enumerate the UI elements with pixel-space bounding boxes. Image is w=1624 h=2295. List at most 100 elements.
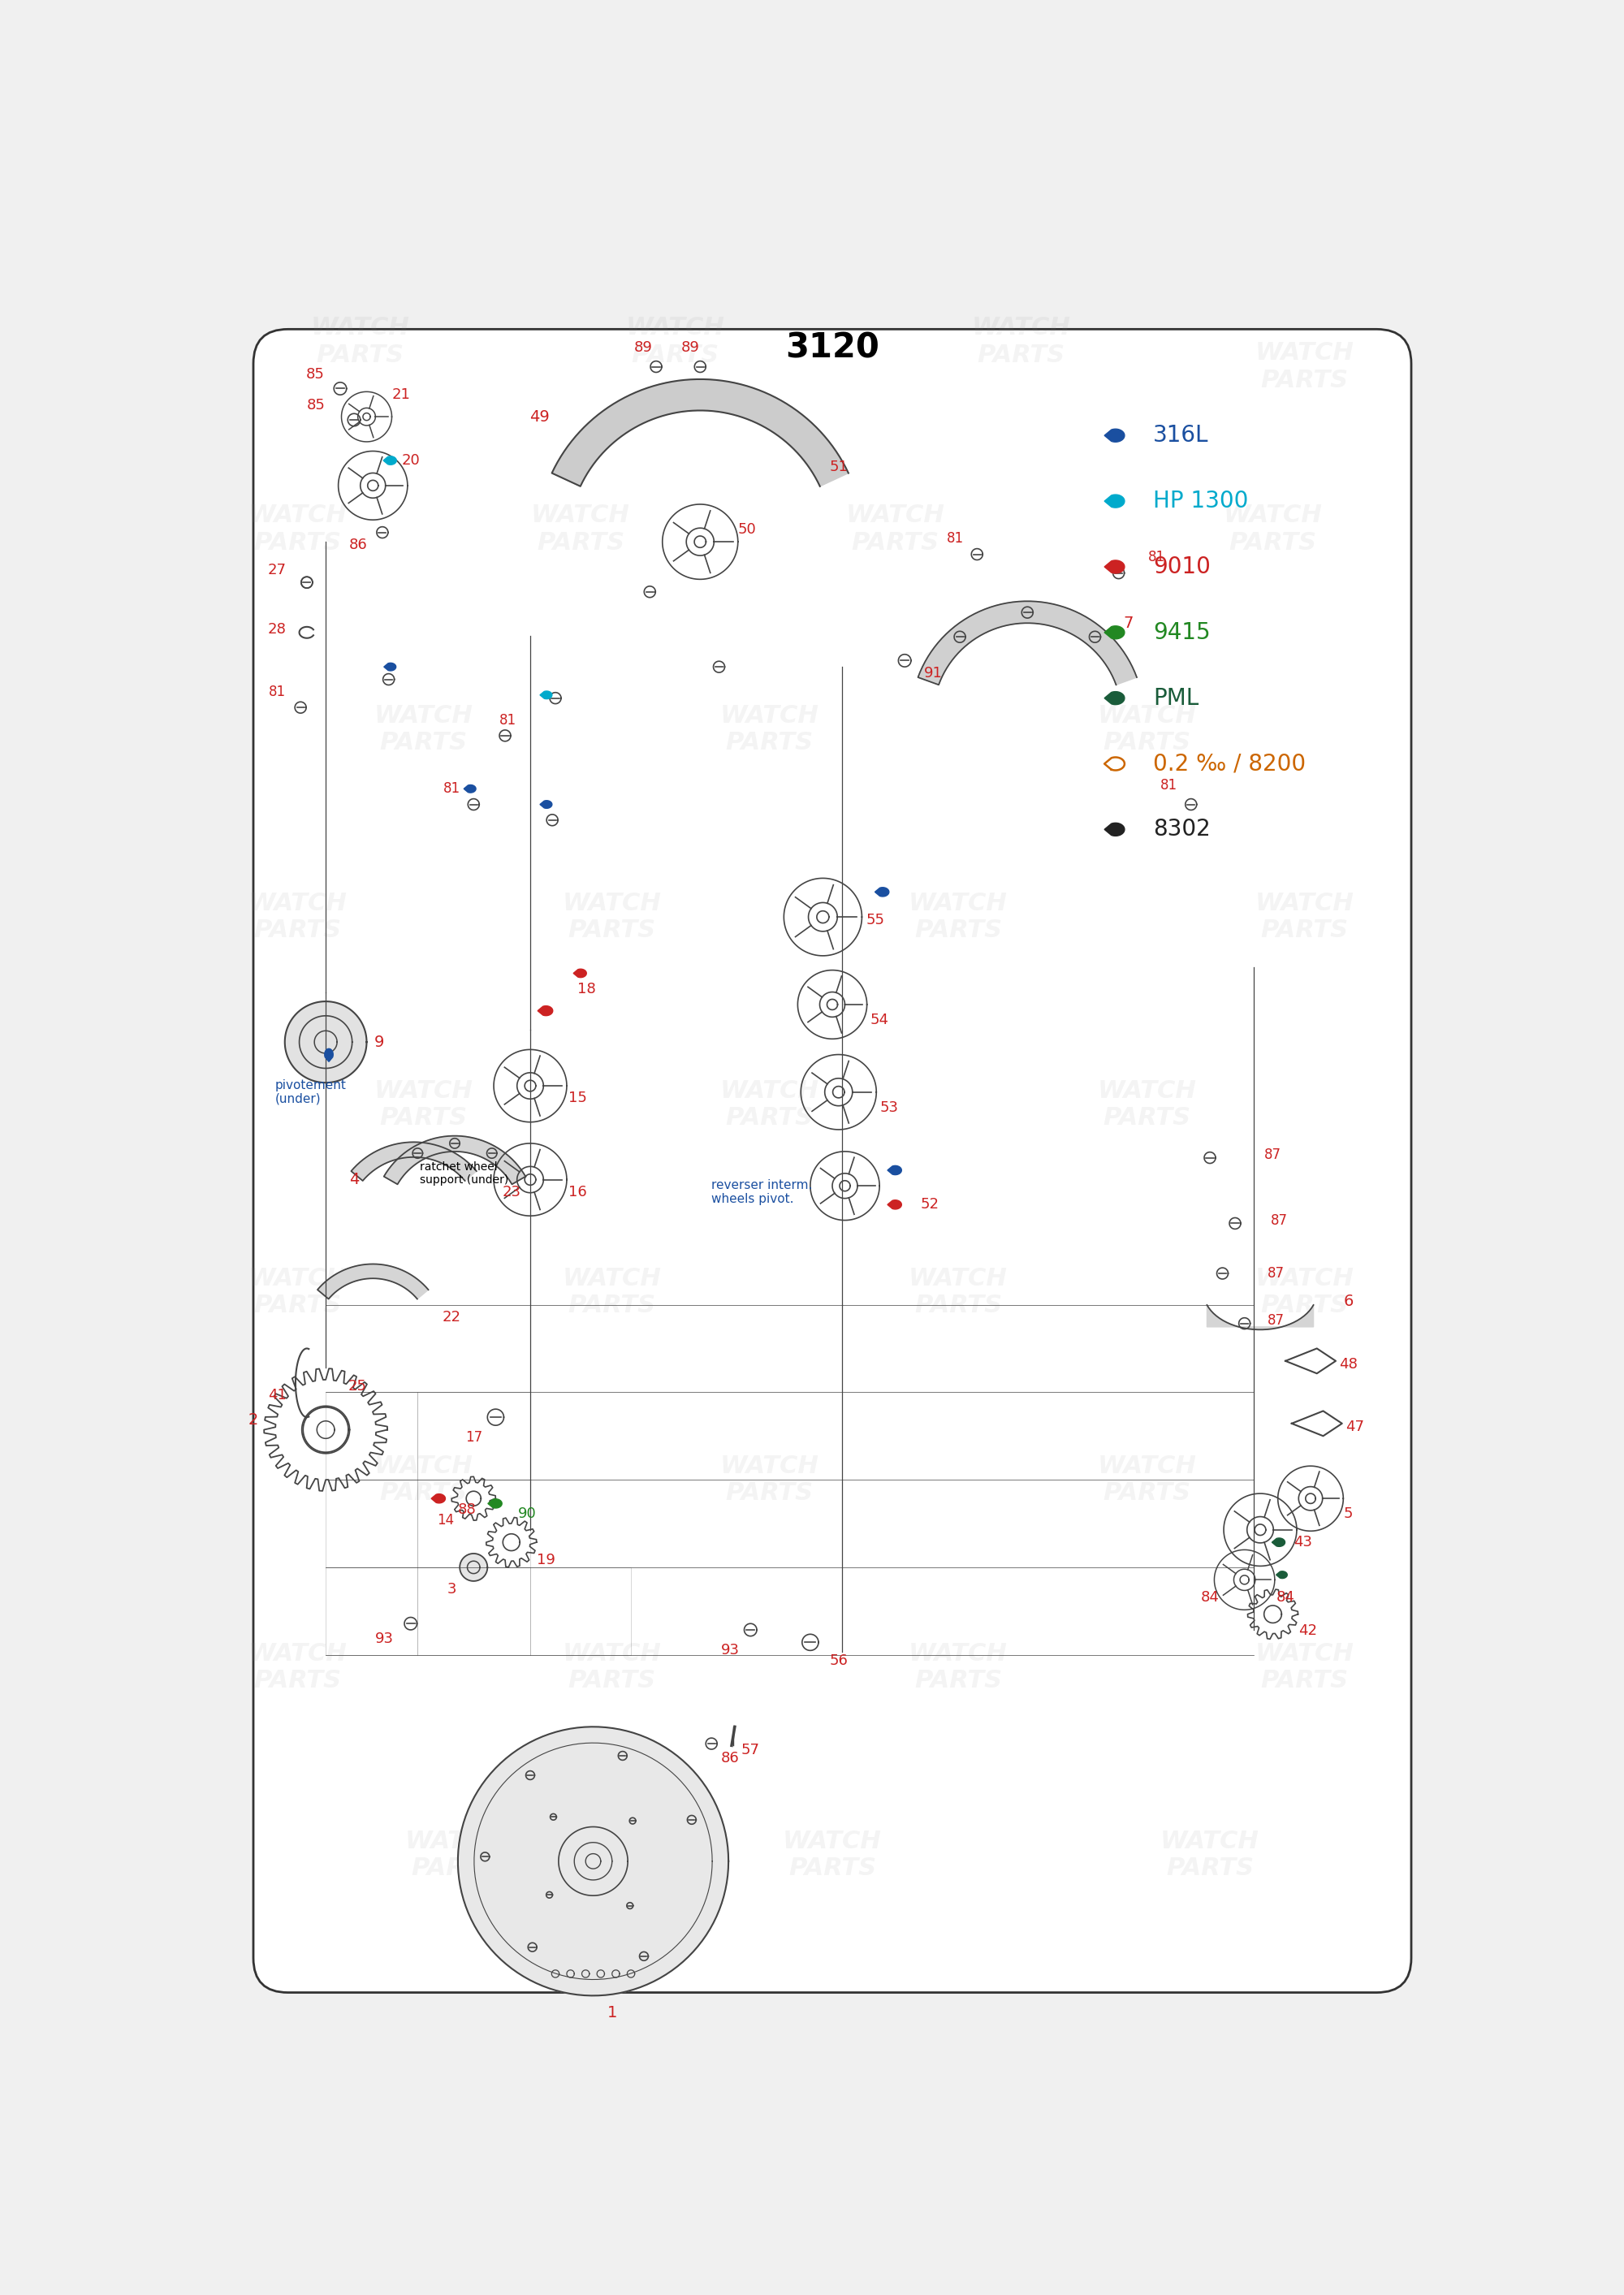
Text: 43: 43	[1294, 1535, 1312, 1549]
Text: WATCH
PARTS: WATCH PARTS	[909, 890, 1007, 943]
Text: 15: 15	[568, 1090, 586, 1106]
Text: WATCH
PARTS: WATCH PARTS	[248, 505, 348, 555]
Text: 87: 87	[1263, 1148, 1281, 1161]
Text: WATCH
PARTS: WATCH PARTS	[248, 1267, 348, 1317]
Text: 27: 27	[268, 562, 286, 578]
Polygon shape	[464, 785, 476, 792]
Polygon shape	[284, 1001, 367, 1083]
Polygon shape	[552, 379, 848, 487]
Text: WATCH
PARTS: WATCH PARTS	[374, 1455, 473, 1506]
Text: 81: 81	[947, 532, 963, 546]
Text: 87: 87	[1267, 1313, 1285, 1327]
Text: 89: 89	[682, 340, 700, 356]
Polygon shape	[887, 1200, 901, 1209]
Text: WATCH
PARTS: WATCH PARTS	[1255, 1641, 1354, 1694]
Text: 93: 93	[721, 1643, 739, 1657]
Text: WATCH
PARTS: WATCH PARTS	[1255, 1267, 1354, 1317]
Polygon shape	[1104, 560, 1124, 574]
Text: WATCH
PARTS: WATCH PARTS	[562, 1267, 661, 1317]
Text: 20: 20	[401, 452, 421, 468]
Polygon shape	[573, 968, 586, 978]
Polygon shape	[351, 1143, 476, 1180]
Text: 91: 91	[924, 666, 942, 679]
Text: 18: 18	[578, 982, 596, 996]
Text: 86: 86	[721, 1751, 739, 1765]
Polygon shape	[325, 1049, 333, 1063]
Text: 316L: 316L	[1153, 425, 1208, 448]
Text: WATCH
PARTS: WATCH PARTS	[719, 705, 818, 755]
Text: 52: 52	[921, 1198, 939, 1212]
Text: 55: 55	[866, 913, 885, 927]
Text: 53: 53	[880, 1099, 898, 1115]
Text: 3120: 3120	[786, 330, 879, 365]
Text: WATCH
PARTS: WATCH PARTS	[1098, 705, 1197, 755]
Text: WATCH
PARTS: WATCH PARTS	[562, 890, 661, 943]
Text: 3: 3	[447, 1581, 456, 1597]
Text: WATCH
PARTS: WATCH PARTS	[909, 1641, 1007, 1694]
Text: WATCH
PARTS: WATCH PARTS	[1255, 342, 1354, 392]
Polygon shape	[875, 888, 888, 897]
Polygon shape	[432, 1494, 445, 1503]
Text: 81: 81	[268, 684, 286, 700]
Polygon shape	[918, 601, 1137, 684]
Text: WATCH
PARTS: WATCH PARTS	[1223, 505, 1322, 555]
Text: 48: 48	[1340, 1356, 1358, 1372]
Polygon shape	[539, 801, 552, 808]
Polygon shape	[1272, 1538, 1285, 1547]
Text: reverser interm.
wheels pivot.: reverser interm. wheels pivot.	[711, 1180, 812, 1205]
Text: 56: 56	[830, 1655, 848, 1668]
Text: ratchet wheel
support (under): ratchet wheel support (under)	[421, 1161, 508, 1187]
Polygon shape	[383, 663, 396, 670]
Text: 28: 28	[268, 622, 286, 636]
Text: 25: 25	[348, 1379, 367, 1393]
Polygon shape	[539, 691, 552, 700]
Text: WATCH
PARTS: WATCH PARTS	[1098, 1455, 1197, 1506]
Text: 9010: 9010	[1153, 555, 1212, 578]
Text: 57: 57	[741, 1742, 760, 1758]
Text: WATCH
PARTS: WATCH PARTS	[310, 317, 409, 367]
Text: 17: 17	[464, 1430, 482, 1444]
Text: 93: 93	[375, 1632, 393, 1646]
Text: WATCH
PARTS: WATCH PARTS	[374, 705, 473, 755]
Polygon shape	[1276, 1572, 1288, 1579]
Polygon shape	[317, 1265, 429, 1299]
Polygon shape	[538, 1005, 552, 1017]
Polygon shape	[1104, 627, 1124, 638]
Text: 6: 6	[1343, 1294, 1353, 1308]
Text: WATCH
PARTS: WATCH PARTS	[783, 1829, 882, 1880]
Text: 84: 84	[1276, 1590, 1294, 1604]
Text: 50: 50	[737, 521, 757, 537]
Text: 42: 42	[1298, 1625, 1317, 1639]
Text: 0.2 ‰ / 8200: 0.2 ‰ / 8200	[1153, 753, 1306, 776]
Text: WATCH
PARTS: WATCH PARTS	[531, 505, 630, 555]
Polygon shape	[458, 1726, 729, 1997]
Text: 1: 1	[607, 2006, 617, 2022]
Polygon shape	[1104, 496, 1124, 507]
Text: 51: 51	[830, 459, 848, 475]
Text: WATCH
PARTS: WATCH PARTS	[1255, 890, 1354, 943]
Text: WATCH
PARTS: WATCH PARTS	[846, 505, 945, 555]
Text: 81: 81	[1148, 551, 1164, 565]
Text: 47: 47	[1345, 1418, 1364, 1434]
Text: 49: 49	[529, 409, 549, 425]
Polygon shape	[383, 457, 396, 464]
Text: WATCH
PARTS: WATCH PARTS	[1161, 1829, 1259, 1880]
Text: WATCH
PARTS: WATCH PARTS	[625, 317, 724, 367]
Text: 81: 81	[443, 783, 460, 796]
Text: 87: 87	[1267, 1267, 1285, 1281]
Text: 81: 81	[1161, 778, 1177, 794]
Text: 87: 87	[1270, 1214, 1288, 1228]
Text: 9: 9	[374, 1035, 385, 1049]
Text: WATCH
PARTS: WATCH PARTS	[248, 890, 348, 943]
Text: 23: 23	[502, 1184, 521, 1200]
Text: WATCH
PARTS: WATCH PARTS	[719, 1079, 818, 1129]
Text: 90: 90	[518, 1508, 536, 1522]
Text: HP 1300: HP 1300	[1153, 489, 1249, 512]
Text: WATCH
PARTS: WATCH PARTS	[719, 1455, 818, 1506]
Text: 8302: 8302	[1153, 817, 1212, 840]
Text: 4: 4	[349, 1173, 359, 1187]
Text: pivotement
(under): pivotement (under)	[276, 1079, 348, 1106]
Text: 89: 89	[635, 340, 653, 356]
Text: 2: 2	[248, 1414, 258, 1427]
Text: 16: 16	[568, 1184, 586, 1200]
